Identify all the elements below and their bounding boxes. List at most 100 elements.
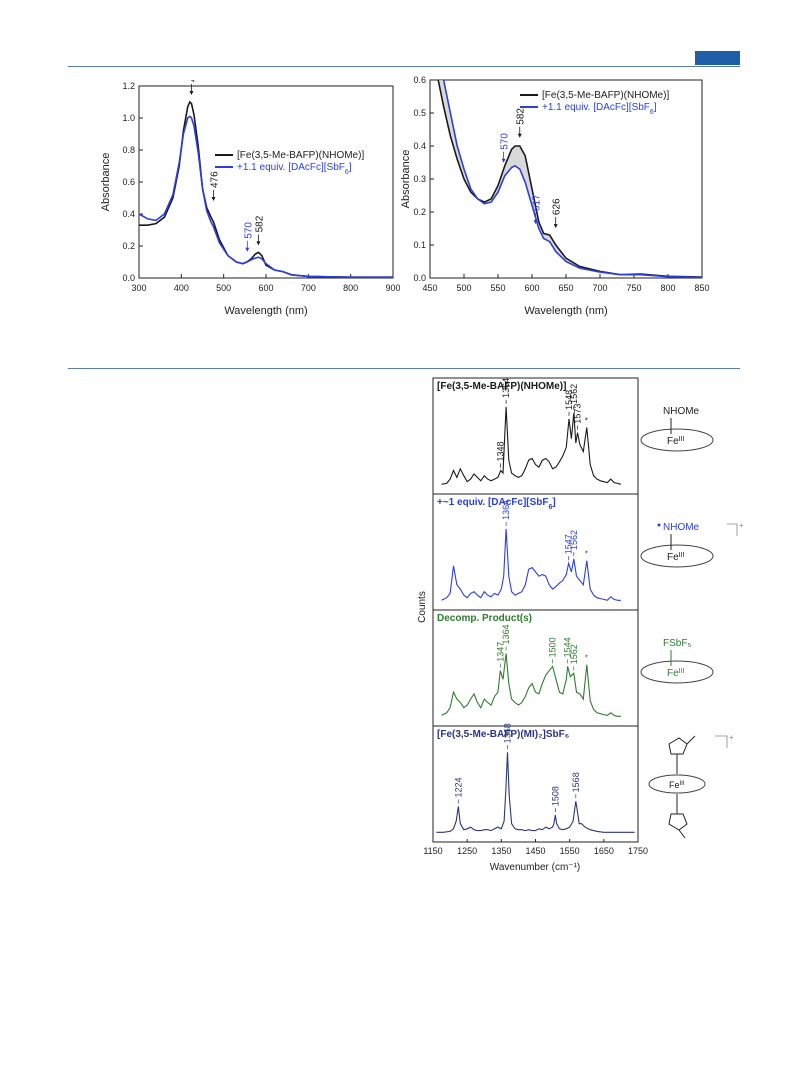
x-axis-label: Wavelength (nm): [224, 305, 307, 317]
peak-label: 1562: [569, 384, 579, 404]
x-tick-label: 800: [660, 283, 675, 293]
charge-bracket: [727, 523, 738, 536]
y-tick-label: 1.2: [122, 81, 135, 91]
peak-label: 1544: [563, 637, 573, 657]
peak-label: 1364: [501, 500, 511, 520]
peak-label: 626: [552, 198, 563, 215]
peak-label: 570: [500, 133, 511, 150]
legend-entry-1: [Fe(3,5-Me-BAFP)(NHOMe)]: [237, 150, 364, 161]
structure-3: FeIII FSbF₅: [640, 638, 714, 684]
section-rule: [68, 368, 740, 369]
y-axis-label: Absorbance: [400, 150, 412, 209]
peak-label: 1573: [573, 404, 583, 424]
peak-label: 582: [516, 108, 527, 125]
panel-title: [Fe(3,5-Me-BAFP)(MI)₂]SbF₆: [437, 729, 569, 740]
x-tick-label: 1550: [560, 846, 580, 856]
x-tick-label: 450: [422, 283, 437, 293]
metal-label: FeIII: [667, 436, 685, 448]
x-axis-label: Wavelength (nm): [524, 305, 607, 317]
panel-title: Decomp. Product(s): [437, 613, 532, 624]
axial-ligand: NHOMe: [663, 406, 700, 417]
series-line-1: [139, 100, 393, 278]
y-axis-label: Absorbance: [100, 153, 112, 212]
x-tick-label: 1650: [594, 846, 614, 856]
peak-label: 1562: [569, 644, 579, 664]
structure-1: FeIII NHOMe: [640, 406, 714, 452]
x-tick-label: 650: [558, 283, 573, 293]
y-tick-label: 1.0: [122, 113, 135, 123]
peak-label: 1562: [569, 530, 579, 550]
x-tick-label: 700: [301, 283, 316, 293]
structure-4: FeIII +: [648, 733, 734, 839]
peak-label: 1500: [548, 637, 558, 657]
annotation-arrowhead: [189, 91, 194, 95]
methyl-bottom: [678, 829, 686, 839]
y-axis-label: Counts: [417, 591, 428, 623]
y-tick-label: 0.0: [413, 273, 426, 283]
x-tick-label: 1450: [525, 846, 545, 856]
x-tick-label: 1150: [423, 846, 442, 856]
y-tick-label: 0.6: [122, 177, 135, 187]
charge-label: +: [729, 733, 734, 742]
annotation-arrowhead: [501, 158, 506, 163]
panel-title: [Fe(3,5-Me-BAFP)(NHOMe)]: [437, 381, 566, 392]
peak-label: 1547: [564, 534, 574, 554]
peak-label: 1548: [564, 390, 574, 410]
y-tick-label: 0.4: [413, 141, 426, 151]
x-tick-label: 700: [592, 283, 607, 293]
legend-entry-2: +1.1 equiv. [DAcFc][SbF6]: [237, 162, 352, 176]
spectrum-line: [441, 528, 621, 601]
imidazole-ring-bottom: [668, 813, 688, 831]
solvent-marker: *: [585, 654, 588, 663]
peak-label: 570: [243, 222, 254, 239]
header-rule: [68, 66, 740, 67]
x-tick-label: 1250: [457, 846, 477, 856]
x-tick-label: 850: [694, 283, 709, 293]
annotation-arrowhead: [256, 241, 261, 246]
peak-label: 1508: [550, 786, 560, 806]
annotation-arrowhead: [517, 133, 522, 138]
uv-vis-chart-zoom: 450 500 550 600 650 700 750 800 850 0.0 0.1 0.2 0.3…: [400, 75, 710, 317]
y-tick-label: 0.8: [122, 145, 135, 155]
peak-label: 424: [187, 80, 198, 82]
y-tick-label: 0.1: [413, 240, 426, 250]
spectrum-line: [436, 752, 635, 833]
porphyrin-ellipse: [648, 774, 706, 794]
raman-panel-4: [Fe(3,5-Me-BAFP)(MI)₂]SbF₆ 1224 1368 1508 15…: [432, 723, 639, 843]
x-tick-label: 550: [490, 283, 505, 293]
porphyrin-ellipse: [640, 544, 714, 568]
panel-title: +~1 equiv. [DAcFc][SbF6]: [437, 497, 556, 511]
peak-label: 1368: [502, 723, 512, 743]
radical-dot: [657, 523, 661, 527]
raman-panel-1: [Fe(3,5-Me-BAFP)(NHOMe)] 1348 1364 15481562…: [432, 377, 639, 495]
x-axis-label: Wavenumber (cm⁻¹): [490, 862, 580, 873]
peak-label: 476: [210, 171, 221, 188]
metal-label: FeIII: [667, 552, 685, 564]
x-tick-label: 1350: [491, 846, 511, 856]
x-tick-label: 600: [524, 283, 539, 293]
x-tick-label: 300: [131, 283, 146, 293]
legend-entry-1: [Fe(3,5-Me-BAFP)(NHOMe)]: [542, 90, 669, 101]
y-tick-label: 0.2: [122, 241, 135, 251]
panel-frame: [432, 609, 639, 727]
x-tick-label: 1750: [628, 846, 648, 856]
metal-label: FeIII: [667, 668, 685, 680]
x-tick-label: 800: [343, 283, 358, 293]
charge-bracket: [715, 735, 728, 748]
charge-label: +: [739, 521, 744, 530]
panel-frame: [432, 493, 639, 611]
annotation-arrowhead: [533, 220, 538, 225]
x-tick-label: 400: [174, 283, 189, 293]
series-line-1: [437, 79, 703, 278]
methyl-top: [686, 735, 696, 745]
spectrum-line: [441, 653, 621, 717]
spectrum-line: [441, 406, 622, 485]
plot-frame: [138, 85, 394, 279]
peak-label: 1568: [571, 772, 581, 792]
y-tick-label: 0.2: [413, 207, 426, 217]
peak-label: 1364: [501, 624, 511, 644]
uv-vis-chart-full: 300 400 500 600 700 800 900 0.0 0.2 0.4 0.6 0.8 1.0…: [100, 80, 400, 317]
imidazole-ring-top: [668, 737, 688, 755]
raman-stack-chart: [Fe(3,5-Me-BAFP)(NHOMe)]1348136415481562…: [417, 377, 744, 873]
